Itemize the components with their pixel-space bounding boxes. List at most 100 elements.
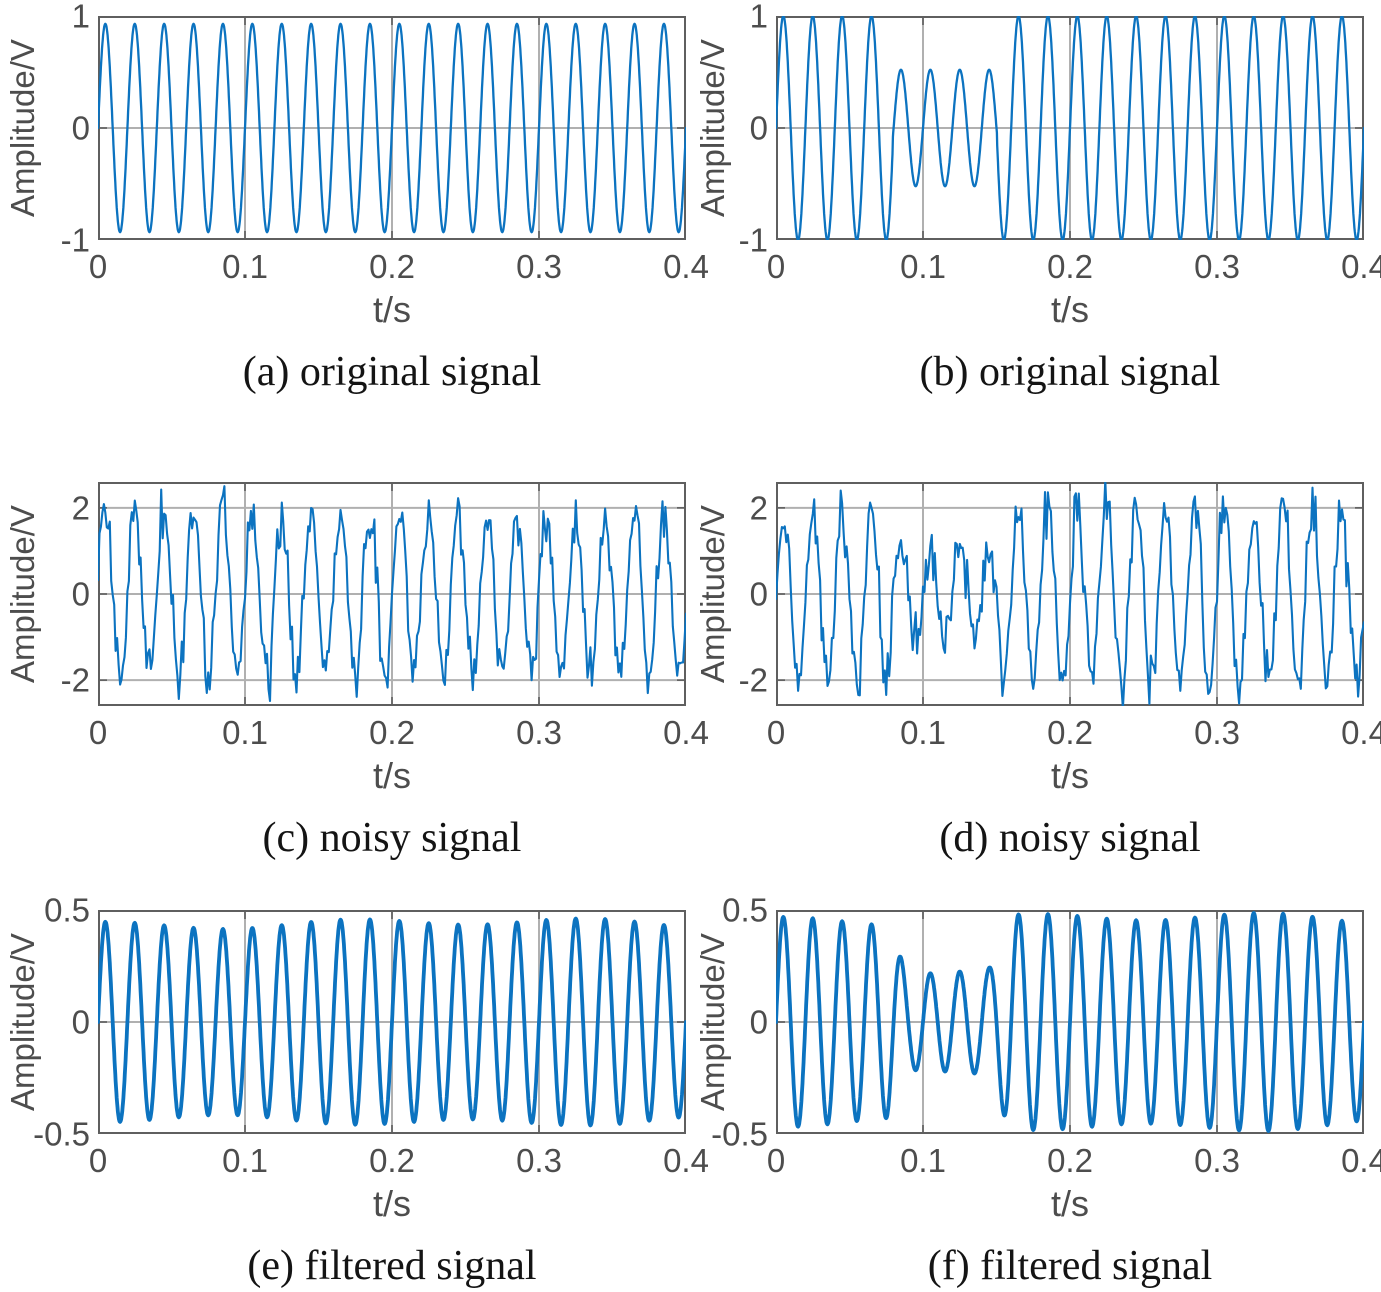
x-tick-label: 0 — [88, 248, 108, 285]
x-tick-label: 0 — [88, 714, 108, 751]
x-axis-label: t/s — [372, 1183, 411, 1224]
x-axis-label: t/s — [372, 755, 411, 796]
x-tick-label: 0.4 — [663, 248, 709, 285]
x-tick-labels: 0 0.1 0.2 0.3 0.4 — [767, 706, 1381, 754]
y-axis-label: Amplitude/V — [4, 39, 41, 217]
y-tick-label: 0 — [71, 109, 90, 147]
x-tick-label: 0.3 — [516, 714, 562, 751]
subplot-caption: (e) filtered signal — [247, 1243, 537, 1289]
plot-main: 0 0.1 0.2 0.3 0.4 t/s (e) filtered signal — [89, 910, 709, 1292]
x-tick-label: 0.1 — [900, 248, 946, 285]
y-tick-label: -0.5 — [711, 1115, 768, 1153]
subplot-caption: (d) noisy signal — [939, 815, 1201, 861]
y-tick-label: -0.5 — [33, 1115, 90, 1153]
x-tick-label: 0.2 — [1047, 714, 1093, 751]
x-tick-label: 0.3 — [1194, 248, 1240, 285]
y-tick-label: 2 — [71, 489, 90, 527]
subplot-a: Amplitude/V -1 0 1 0 0.1 0.2 0.3 0.4 t/s (a) o… — [0, 0, 709, 440]
x-axis-label: t/s — [372, 289, 411, 330]
y-tick-labels: -1 0 1 — [48, 0, 98, 257]
x-tick-label: 0.2 — [369, 714, 415, 751]
y-axis-label: Amplitude/V — [4, 933, 41, 1111]
y-tick-label: 1 — [749, 0, 768, 35]
plot-row: Amplitude/V -1 0 1 0 0.1 0.2 0.3 0.4 t/s (b) o… — [694, 0, 1381, 398]
y-tick-labels: -0.5 0 0.5 — [711, 894, 776, 1151]
y-tick-label: 0 — [71, 575, 90, 613]
plot-main: 0 0.1 0.2 0.3 0.4 t/s (c) noisy signal — [89, 482, 709, 864]
x-tick-label: 0.1 — [222, 248, 268, 285]
subplot-caption: (f) filtered signal — [927, 1243, 1213, 1289]
subplot-caption: (c) noisy signal — [262, 815, 522, 861]
x-tick-labels: 0 0.1 0.2 0.3 0.4 — [767, 1134, 1381, 1182]
x-tick-label: 0.3 — [516, 248, 562, 285]
subplot-d: Amplitude/V -2 0 2 0 0.1 0.2 0.3 0.4 t/s (d) n… — [690, 440, 1381, 880]
x-tick-label: 0 — [766, 248, 786, 285]
plot-row: Amplitude/V -2 0 2 0 0.1 0.2 0.3 0.4 t/s (d) n… — [694, 482, 1381, 864]
x-tick-labels: 0 0.1 0.2 0.3 0.4 — [767, 240, 1381, 288]
x-tick-labels: 0 0.1 0.2 0.3 0.4 — [89, 1134, 709, 1182]
x-tick-label: 0.1 — [222, 1142, 268, 1179]
y-axis-gutter: Amplitude/V -1 0 1 — [4, 0, 98, 257]
x-tick-label: 0.4 — [1341, 714, 1381, 751]
subplot-b: Amplitude/V -1 0 1 0 0.1 0.2 0.3 0.4 t/s (b) o… — [690, 0, 1381, 440]
waveform-plot-a — [98, 16, 686, 240]
x-tick-label: 0.1 — [900, 714, 946, 751]
x-tick-label: 0.4 — [1341, 1142, 1381, 1179]
x-tick-label: 0.2 — [369, 248, 415, 285]
x-tick-label: 0.2 — [369, 1142, 415, 1179]
y-axis-gutter: Amplitude/V -0.5 0 0.5 — [694, 894, 776, 1151]
y-tick-label: 0.5 — [722, 891, 768, 929]
x-tick-label: 0 — [766, 1142, 786, 1179]
y-tick-labels: -1 0 1 — [738, 0, 776, 257]
waveform-plot-b — [776, 16, 1364, 240]
plot-row: Amplitude/V -0.5 0 0.5 0 0.1 0.2 0.3 0.4 t/s (… — [4, 894, 709, 1292]
waveform-plot-d — [776, 482, 1364, 706]
y-tick-label: 0 — [749, 109, 768, 147]
plot-row: Amplitude/V -2 0 2 0 0.1 0.2 0.3 0.4 t/s (c) n… — [4, 482, 709, 864]
plot-row: Amplitude/V -0.5 0 0.5 0 0.1 0.2 0.3 0.4 t/s (… — [694, 894, 1381, 1292]
x-tick-label: 0.2 — [1047, 1142, 1093, 1179]
subplot-e: Amplitude/V -0.5 0 0.5 0 0.1 0.2 0.3 0.4 t/s (… — [0, 880, 709, 1292]
y-axis-gutter: Amplitude/V -2 0 2 — [694, 482, 776, 706]
x-tick-label: 0.3 — [1194, 1142, 1240, 1179]
y-tick-label: 0 — [749, 1003, 768, 1041]
waveform-plot-f — [776, 910, 1364, 1134]
y-tick-label: 0.5 — [44, 891, 90, 929]
x-tick-label: 0.4 — [663, 714, 709, 751]
subplot-c: Amplitude/V -2 0 2 0 0.1 0.2 0.3 0.4 t/s (c) n… — [0, 440, 709, 880]
x-tick-label: 0.1 — [222, 714, 268, 751]
y-axis-gutter: Amplitude/V -0.5 0 0.5 — [4, 894, 98, 1151]
y-tick-label: 1 — [71, 0, 90, 35]
x-tick-label: 0.3 — [1194, 714, 1240, 751]
plot-main: 0 0.1 0.2 0.3 0.4 t/s (b) original signal — [767, 16, 1381, 398]
x-tick-labels: 0 0.1 0.2 0.3 0.4 — [89, 706, 709, 754]
y-axis-label: Amplitude/V — [694, 505, 731, 683]
y-axis-label: Amplitude/V — [694, 933, 731, 1111]
x-tick-label: 0 — [766, 714, 786, 751]
x-tick-label: 0.3 — [516, 1142, 562, 1179]
y-axis-gutter: Amplitude/V -1 0 1 — [694, 0, 776, 257]
x-tick-label: 0.4 — [663, 1142, 709, 1179]
y-axis-label: Amplitude/V — [4, 505, 41, 683]
subplot-f: Amplitude/V -0.5 0 0.5 0 0.1 0.2 0.3 0.4 t/s (… — [690, 880, 1381, 1292]
y-tick-label: 0 — [71, 1003, 90, 1041]
waveform-plot-e — [98, 910, 686, 1134]
y-tick-labels: -2 0 2 — [738, 482, 776, 706]
y-tick-label: 0 — [749, 575, 768, 613]
x-tick-label: 0 — [88, 1142, 108, 1179]
y-tick-label: -2 — [60, 661, 90, 699]
plot-main: 0 0.1 0.2 0.3 0.4 t/s (d) noisy signal — [767, 482, 1381, 864]
x-axis-label: t/s — [1050, 1183, 1089, 1224]
subplot-caption: (a) original signal — [242, 349, 542, 395]
y-tick-labels: -0.5 0 0.5 — [33, 894, 98, 1151]
y-axis-gutter: Amplitude/V -2 0 2 — [4, 482, 98, 706]
x-tick-labels: 0 0.1 0.2 0.3 0.4 — [89, 240, 709, 288]
y-tick-label: -2 — [738, 661, 768, 699]
x-axis-label: t/s — [1050, 755, 1089, 796]
x-axis-label: t/s — [1050, 289, 1089, 330]
x-tick-label: 0.1 — [900, 1142, 946, 1179]
plot-row: Amplitude/V -1 0 1 0 0.1 0.2 0.3 0.4 t/s (a) o… — [4, 0, 709, 398]
waveform-plot-c — [98, 482, 686, 706]
y-tick-labels: -2 0 2 — [48, 482, 98, 706]
